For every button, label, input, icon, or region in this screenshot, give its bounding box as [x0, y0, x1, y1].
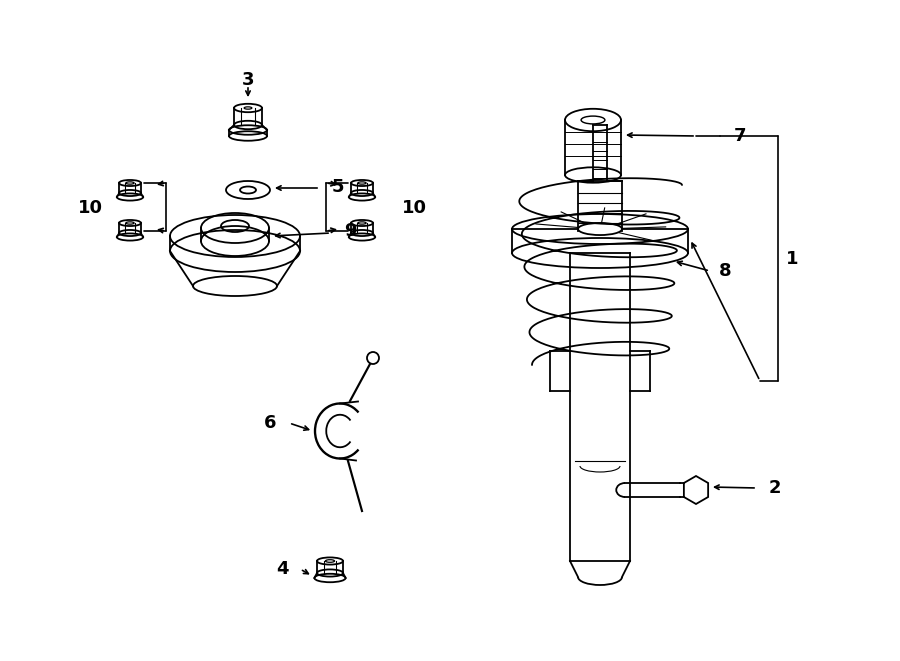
Text: 7: 7 — [734, 127, 746, 145]
Text: 1: 1 — [786, 249, 798, 268]
Text: 5: 5 — [332, 178, 344, 196]
Text: 6: 6 — [264, 414, 276, 432]
Text: 4: 4 — [275, 560, 288, 578]
Text: 9: 9 — [344, 222, 356, 240]
Text: 8: 8 — [719, 262, 732, 280]
Text: 10: 10 — [77, 199, 103, 217]
Text: 2: 2 — [769, 479, 781, 497]
Text: 3: 3 — [242, 71, 254, 89]
Text: 10: 10 — [401, 199, 427, 217]
